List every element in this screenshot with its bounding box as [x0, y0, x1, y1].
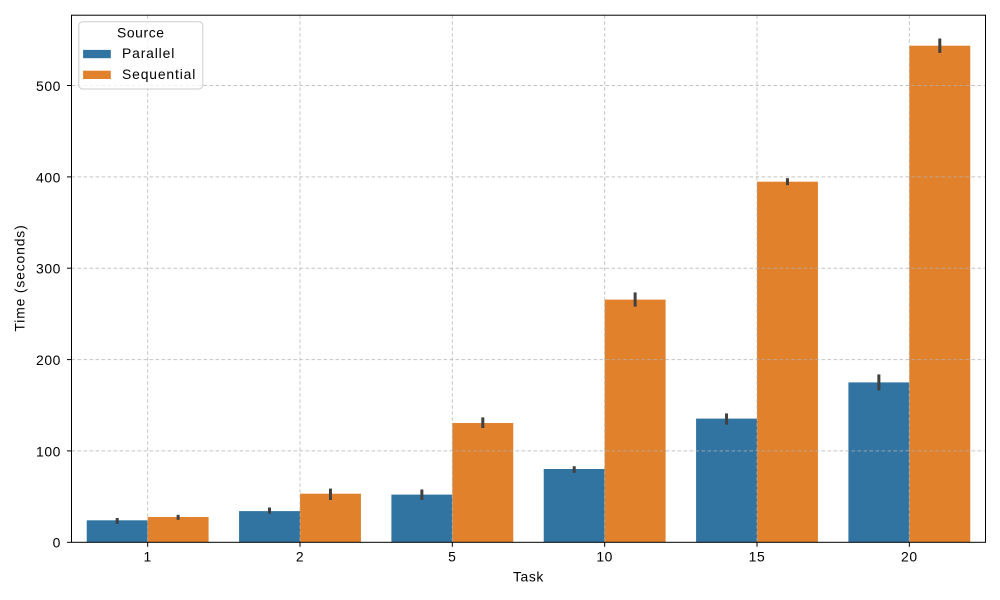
svg-text:10: 10 — [596, 549, 613, 565]
svg-text:300: 300 — [36, 261, 61, 277]
svg-text:100: 100 — [36, 443, 61, 459]
svg-text:1: 1 — [144, 549, 152, 565]
svg-text:2: 2 — [296, 549, 304, 565]
svg-text:Parallel: Parallel — [122, 45, 175, 61]
svg-text:Source: Source — [117, 25, 165, 41]
svg-text:500: 500 — [36, 78, 61, 94]
svg-text:Task: Task — [513, 569, 544, 585]
svg-text:20: 20 — [901, 549, 918, 565]
svg-text:200: 200 — [36, 352, 61, 368]
svg-text:0: 0 — [53, 535, 61, 551]
svg-text:15: 15 — [749, 549, 766, 565]
svg-text:5: 5 — [448, 549, 456, 565]
svg-text:Sequential: Sequential — [122, 66, 196, 82]
svg-text:400: 400 — [36, 169, 61, 185]
svg-text:Time (seconds): Time (seconds) — [12, 224, 28, 331]
